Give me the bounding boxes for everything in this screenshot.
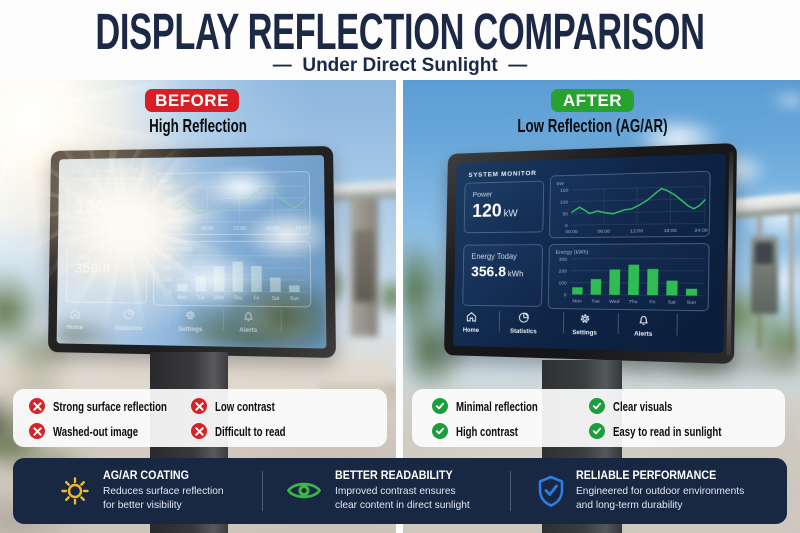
svg-text:100: 100 [560, 199, 569, 205]
svg-text:24:00: 24:00 [694, 227, 708, 233]
svg-text:200: 200 [559, 268, 568, 273]
svg-text:24:00: 24:00 [296, 225, 309, 230]
svg-text:12:00: 12:00 [630, 228, 643, 234]
svg-text:Sun: Sun [687, 299, 697, 305]
svg-text:100: 100 [558, 280, 567, 285]
svg-text:kW: kW [557, 181, 565, 187]
svg-text:Fri: Fri [254, 295, 260, 301]
svg-text:Sun: Sun [290, 296, 300, 302]
svg-text:0: 0 [564, 292, 567, 297]
svg-text:Sat: Sat [272, 296, 280, 302]
svg-text:50: 50 [562, 211, 568, 216]
svg-text:00:00: 00:00 [565, 229, 578, 235]
svg-text:0: 0 [565, 223, 568, 228]
svg-text:Wed: Wed [609, 298, 620, 304]
svg-text:Mon: Mon [572, 298, 582, 304]
svg-text:18:00: 18:00 [664, 227, 678, 233]
svg-text:150: 150 [560, 187, 569, 193]
svg-text:300: 300 [559, 256, 568, 261]
svg-text:Tue: Tue [591, 298, 600, 304]
svg-text:Energy (kWh): Energy (kWh) [555, 249, 588, 256]
svg-text:Fri: Fri [649, 299, 655, 305]
svg-text:18:00: 18:00 [266, 226, 279, 231]
svg-text:Sat: Sat [668, 299, 677, 305]
svg-text:06:00: 06:00 [597, 228, 610, 234]
svg-text:Thu: Thu [629, 299, 638, 305]
